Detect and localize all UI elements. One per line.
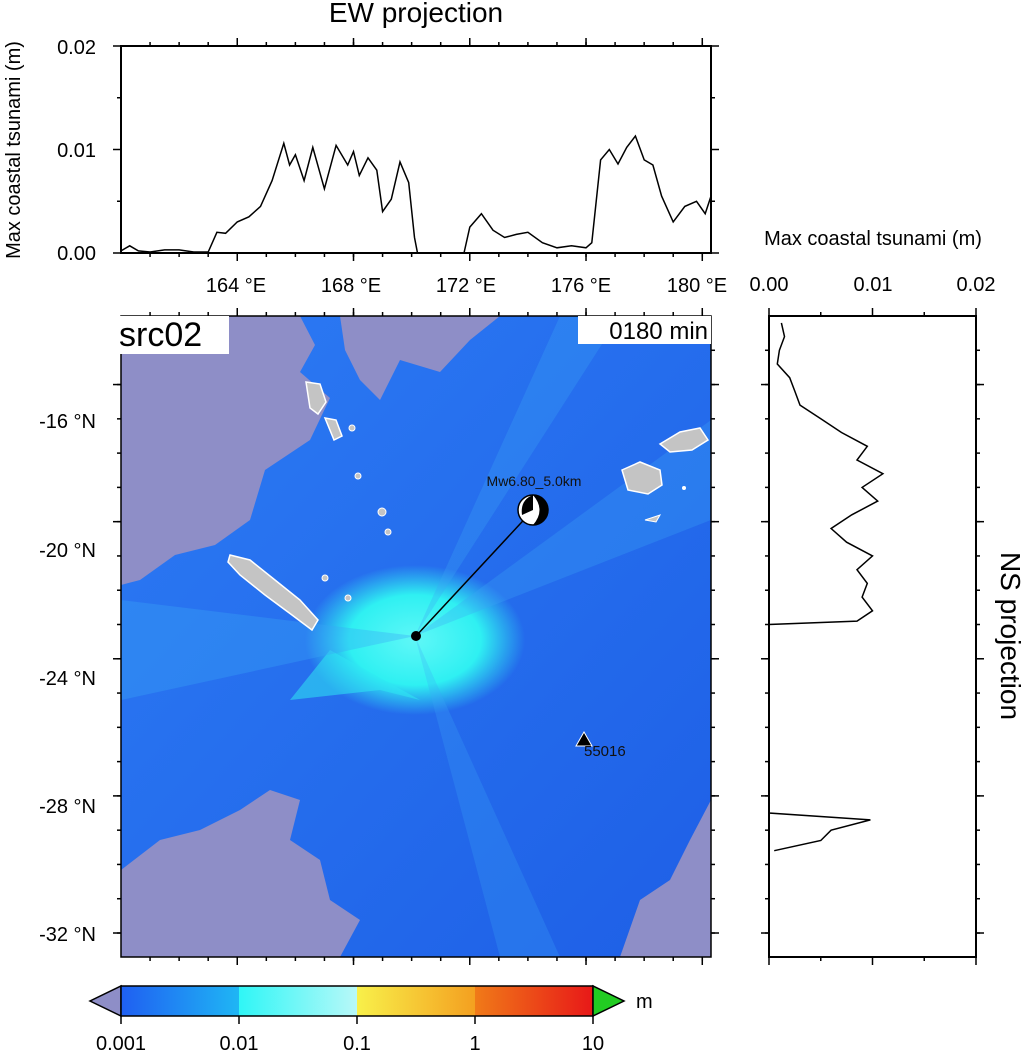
epicenter-connector [415,509,534,637]
ew-y-tick-label: 0.02 [57,37,96,59]
ew-x-tick-label: 172 °E [436,275,496,297]
ew-panel-title: EW projection [329,0,503,28]
colorbar-tick-label: 10 [582,1033,604,1055]
map-axis-ticks [113,308,719,965]
ns-x-tick-label: 0.00 [750,274,789,296]
ns-x-tick-label: 0.02 [957,274,996,296]
colorbar-segment [357,986,475,1016]
ew-axis-ticks [113,38,719,261]
ns-series-line [768,322,885,852]
focal-mechanism-beachball [517,494,549,526]
small-island [682,486,686,490]
map-y-tick-label: -28 °N [39,796,96,818]
colorbar-tick-label: 0.01 [220,1033,259,1055]
wave-ray [121,600,415,700]
ns-x-tick-label: 0.01 [854,274,893,296]
ew-series-line [120,134,712,254]
colorbar-tick-label: 0.001 [96,1033,146,1055]
island-vanuatu-north [305,381,327,416]
small-island [321,574,329,582]
colorbar-tick-label: 1 [469,1033,480,1055]
land-area-southwest [121,790,360,957]
ns-panel-xlabel: Max coastal tsunami (m) [764,228,982,250]
colorbar-tick-label: 0.1 [343,1033,371,1055]
time-label-box [578,316,711,344]
high-amplitude-ray [290,650,420,700]
colorbar-high-arrow [592,984,626,1018]
map-y-tick-label: -24 °N [39,668,96,690]
small-island [644,514,662,523]
ns-projection-panel: Max coastal tsunami (m) 0.00 0.01 0.02 N… [750,228,1024,965]
colorbar-unit: m [636,991,653,1013]
island-new-caledonia [227,554,319,632]
map-y-tick-label: -16 °N [39,411,96,433]
ew-x-tick-label: 180 °E [667,275,727,297]
small-island [348,424,356,432]
map-frame [120,315,712,958]
ns-panel-frame [768,315,977,958]
ew-x-tick-label: 168 °E [321,275,381,297]
colorbar-low-arrow [88,984,122,1018]
colorbar-segment [239,986,357,1016]
small-island [354,472,362,480]
wave-ray [415,636,560,957]
time-label: 0180 min [609,318,708,345]
land-area-north [340,316,500,400]
ns-axis-ticks [761,308,984,965]
small-island [344,594,352,602]
epicenter-marker [411,631,421,641]
island-fiji-viti-levu [621,461,663,495]
small-island [377,507,387,517]
ew-panel-frame [120,45,712,254]
station-marker [575,730,593,747]
ew-x-tick-label: 164 °E [206,275,266,297]
ew-projection-panel: EW projection Max coastal tsunami (m) 0.… [3,0,727,297]
ew-y-tick-label: 0.01 [57,140,96,162]
map-y-tick-label: -20 °N [39,540,96,562]
map-y-tick-label: -32 °N [39,924,96,946]
colorbar-ticks [120,1016,594,1024]
small-island [384,528,392,536]
source-label: src02 [119,316,202,354]
ew-x-tick-label: 176 °E [551,275,611,297]
land-area-northwest [121,316,330,585]
ew-panel-ylabel: Max coastal tsunami (m) [3,41,25,259]
island-vanuatu [323,417,343,442]
colorbar-segment [121,986,239,1016]
source-label-box [114,316,229,354]
wave-ray [415,316,620,636]
colorbar: m 0.001 0.01 0.1 1 10 [88,984,653,1055]
event-label: Mw6.80_5.0km [487,473,582,489]
island-fiji-vanua-levu [658,427,710,453]
ew-y-tick-label: 0.00 [57,243,96,265]
colorbar-segment [475,986,593,1016]
ns-panel-title: NS projection [995,552,1024,720]
tsunami-map: -16 °N -20 °N -24 °N -28 °N -32 °N src02… [39,308,719,965]
land-area-southeast [620,800,711,957]
station-label: 55016 [584,743,626,760]
